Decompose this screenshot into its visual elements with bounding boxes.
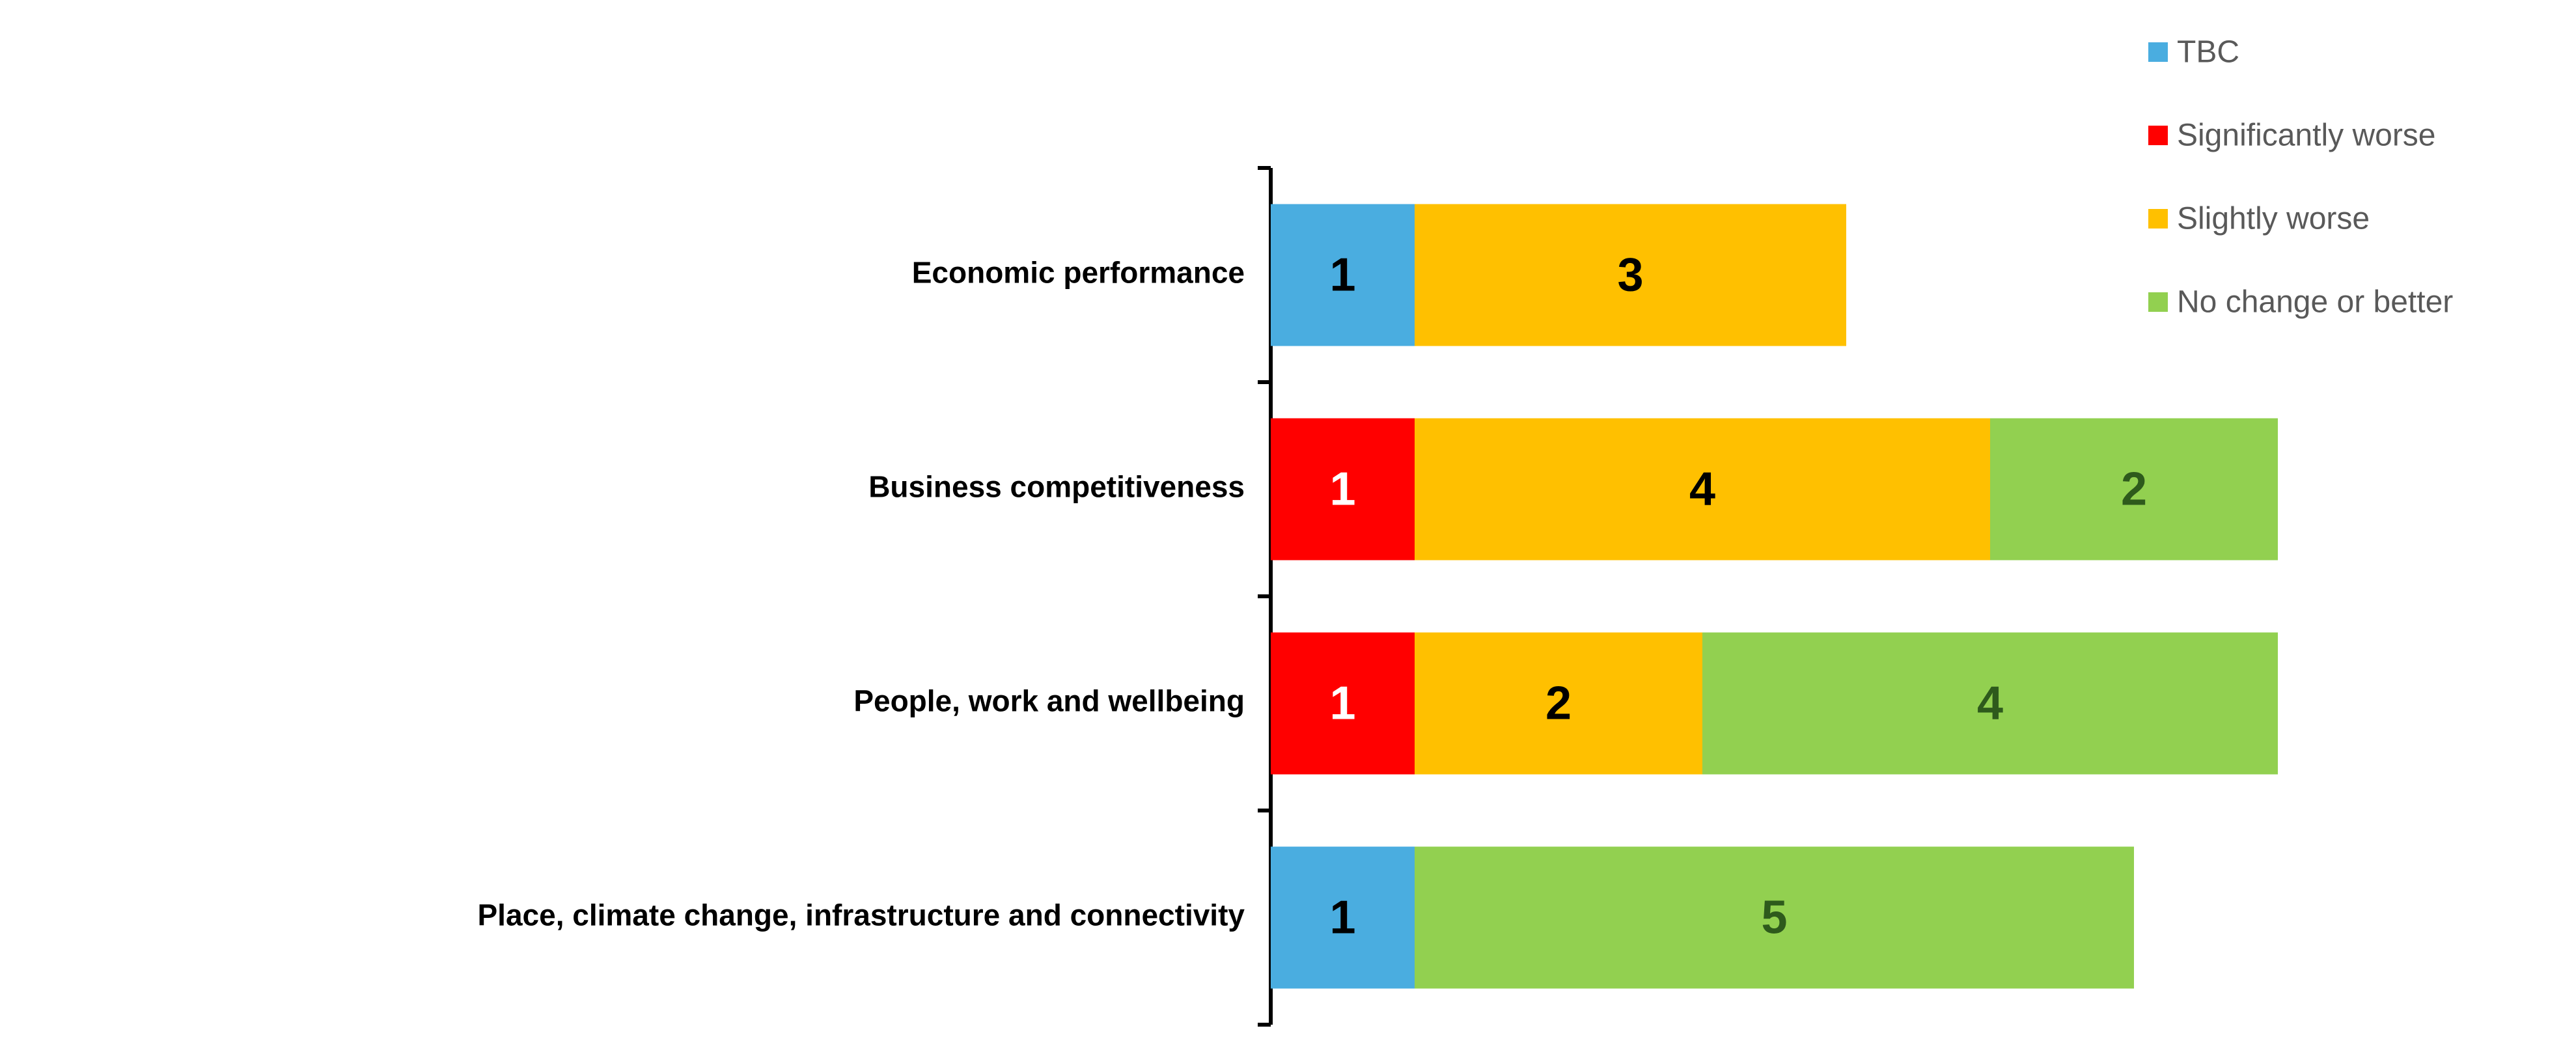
bar-area: 1 3 1 4 2 1 2 4 1 5 (1271, 204, 2278, 989)
legend-swatch-significantly-worse (2148, 126, 2168, 145)
data-label-no-change-or-better-3: 4 (1977, 678, 2003, 730)
bar-segment-tbc-4 (1271, 846, 1415, 989)
legend-label-slightly-worse: Slightly worse (2177, 202, 2370, 236)
bar-segment-no-change-or-better-4 (1415, 846, 2134, 989)
bar-segment-slightly-worse-3 (1415, 632, 1702, 775)
data-label-slightly-worse-2: 4 (1689, 464, 1715, 516)
data-label-tbc-1: 1 (1329, 249, 1355, 301)
category-labels: Economic performance Business competitive… (477, 256, 1245, 932)
legend-label-tbc: TBC (2177, 35, 2239, 70)
data-label-significantly-worse-2: 1 (1329, 464, 1355, 516)
y-axis (1258, 166, 1273, 1027)
bar-segment-slightly-worse-2 (1415, 418, 1990, 561)
bar-segment-tbc-1 (1271, 204, 1415, 346)
bar-segment-no-change-or-better-3 (1702, 632, 2278, 775)
legend-swatch-slightly-worse (2148, 209, 2168, 229)
data-label-slightly-worse-1: 3 (1617, 249, 1643, 301)
bar-segment-significantly-worse-2 (1271, 418, 1415, 561)
category-label: People, work and wellbeing (853, 684, 1245, 718)
legend: TBC Significantly worse Slightly worse No c… (2148, 35, 2453, 320)
category-label: Business competitiveness (868, 470, 1245, 504)
legend-label-significantly-worse: Significantly worse (2177, 118, 2436, 153)
data-label-no-change-or-better-2: 2 (2121, 464, 2147, 516)
data-label-tbc-4: 1 (1329, 892, 1355, 944)
legend-swatch-no-change-or-better (2148, 292, 2168, 312)
legend-label-no-change-or-better: No change or better (2177, 285, 2453, 320)
category-label: Place, climate change, infrastructure an… (477, 898, 1245, 932)
bar-segment-significantly-worse-3 (1271, 632, 1415, 775)
category-label: Economic performance (912, 256, 1245, 290)
bar-segment-no-change-or-better-2 (1990, 418, 2278, 561)
legend-swatch-tbc (2148, 42, 2168, 62)
data-label-slightly-worse-3: 2 (1545, 678, 1572, 730)
data-label-no-change-or-better-4: 5 (1761, 892, 1787, 944)
bar-segment-slightly-worse-1 (1415, 204, 1846, 346)
data-label-significantly-worse-3: 1 (1329, 678, 1355, 730)
